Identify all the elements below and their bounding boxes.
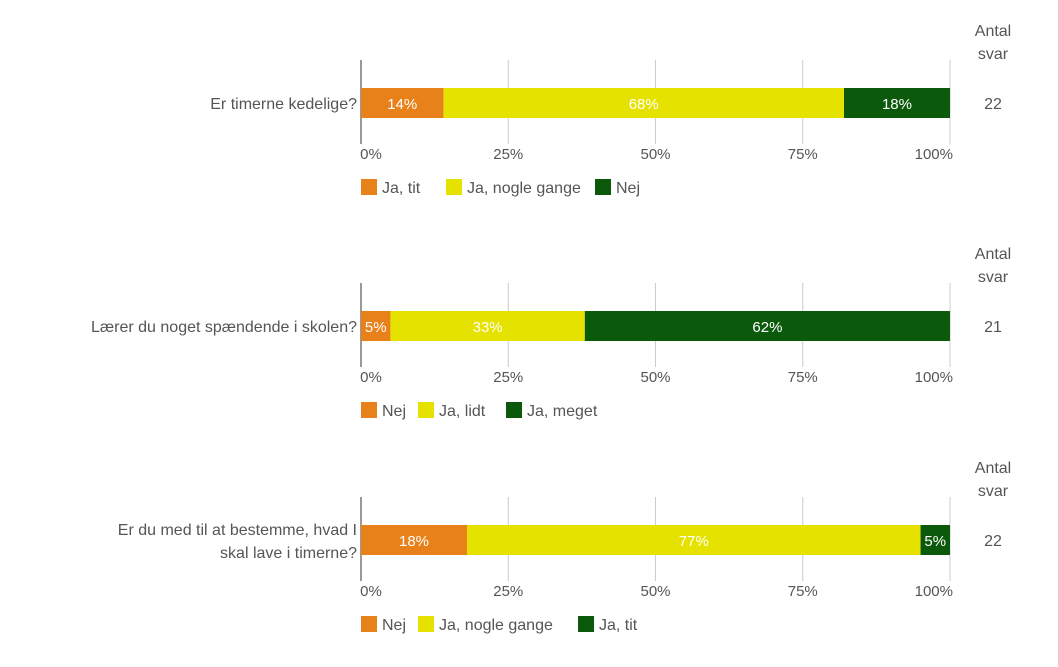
bar-segment xyxy=(361,88,444,118)
bar-segment xyxy=(361,311,391,341)
tick-label: 100% xyxy=(915,583,953,600)
legend-label: Nej xyxy=(382,403,406,420)
legend-label: Ja, tit xyxy=(382,180,421,197)
bar-segment xyxy=(920,525,950,555)
legend-swatch xyxy=(446,179,462,195)
tick-label: 100% xyxy=(915,146,953,163)
count-header: svar xyxy=(978,46,1009,63)
tick-label: 50% xyxy=(640,146,670,163)
bar-segment xyxy=(443,88,844,118)
bar-segment xyxy=(843,88,950,118)
legend-label: Nej xyxy=(616,180,640,197)
count-header: Antal xyxy=(975,23,1011,40)
question-label: Lærer du noget spændende i skolen? xyxy=(91,319,357,336)
data-label: 77% xyxy=(679,533,709,550)
tick-label: 25% xyxy=(493,369,523,386)
tick-label: 0% xyxy=(360,583,382,600)
data-label: 18% xyxy=(882,96,912,113)
question-label: Er du med til at bestemme, hvad I xyxy=(118,522,357,539)
data-label: 62% xyxy=(752,319,782,336)
response-count: 22 xyxy=(984,96,1002,113)
legend-swatch xyxy=(361,616,377,632)
count-header: Antal xyxy=(975,246,1011,263)
legend-label: Ja, lidt xyxy=(439,403,486,420)
bar-segment xyxy=(467,525,921,555)
tick-label: 0% xyxy=(360,146,382,163)
legend-swatch xyxy=(361,402,377,418)
legend-label: Ja, meget xyxy=(527,403,598,420)
question-label: Er timerne kedelige? xyxy=(210,96,357,113)
legend-label: Nej xyxy=(382,617,406,634)
response-count: 22 xyxy=(984,533,1002,550)
data-label: 68% xyxy=(629,96,659,113)
tick-label: 0% xyxy=(360,369,382,386)
legend-swatch xyxy=(418,402,434,418)
legend-swatch xyxy=(418,616,434,632)
legend-swatch xyxy=(506,402,522,418)
count-header: Antal xyxy=(975,460,1011,477)
data-label: 5% xyxy=(365,319,387,336)
bar-segment xyxy=(361,525,468,555)
bar-segment xyxy=(390,311,585,341)
data-label: 18% xyxy=(399,533,429,550)
tick-label: 50% xyxy=(640,583,670,600)
tick-label: 75% xyxy=(788,146,818,163)
data-label: 14% xyxy=(387,96,417,113)
tick-label: 25% xyxy=(493,146,523,163)
chart-panel-3: 18% 77% 5% Er du med til at bestemme, hvad … xyxy=(118,460,1011,634)
data-label: 33% xyxy=(473,319,503,336)
tick-label: 50% xyxy=(640,369,670,386)
question-label: skal lave i timerne? xyxy=(220,545,357,562)
count-header: svar xyxy=(978,483,1009,500)
legend-label: Ja, nogle gange xyxy=(439,617,553,634)
legend-swatch xyxy=(595,179,611,195)
count-header: svar xyxy=(978,269,1009,286)
tick-label: 25% xyxy=(493,583,523,600)
data-label: 5% xyxy=(924,533,946,550)
tick-label: 75% xyxy=(788,369,818,386)
response-count: 21 xyxy=(984,319,1002,336)
legend-swatch xyxy=(578,616,594,632)
legend-swatch xyxy=(361,179,377,195)
bar-segment xyxy=(584,311,950,341)
chart-panel-2: 5% 33% 62% Lærer du noget spændende i skole… xyxy=(91,246,1011,420)
tick-label: 75% xyxy=(788,583,818,600)
tick-label: 100% xyxy=(915,369,953,386)
legend-label: Ja, nogle gange xyxy=(467,180,581,197)
chart-panel-1: 14% 68% 18% Er timerne kedelige? 0% 25% 50% 75%… xyxy=(210,23,1011,197)
legend-label: Ja, tit xyxy=(599,617,638,634)
